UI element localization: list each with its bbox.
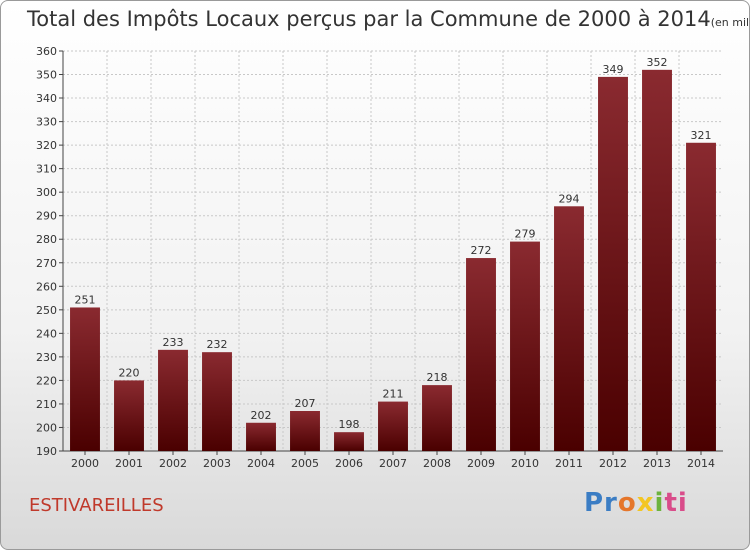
bar-value-label: 207: [295, 397, 316, 410]
bar: [510, 241, 540, 451]
y-tick-label: 320: [36, 139, 57, 152]
x-tick-label: 2012: [599, 457, 627, 470]
bar-value-label: 272: [471, 244, 492, 257]
bar: [290, 411, 320, 451]
proxiti-logo: Proxiti: [584, 488, 688, 518]
logo-part-2: o: [617, 488, 637, 518]
bar-value-label: 349: [603, 63, 624, 76]
bar: [70, 307, 100, 451]
y-tick-label: 330: [36, 116, 57, 129]
y-tick-label: 210: [36, 398, 57, 411]
bar-value-label: 220: [119, 366, 140, 379]
y-tick-label: 190: [36, 445, 57, 458]
y-tick-label: 200: [36, 421, 57, 434]
logo-part-4: i: [654, 488, 665, 518]
bar: [642, 69, 672, 451]
logo-part-5: ti: [664, 488, 688, 518]
x-tick-label: 2000: [71, 457, 99, 470]
y-tick-label: 260: [36, 280, 57, 293]
bar-value-label: 321: [691, 129, 712, 142]
x-tick-label: 2013: [643, 457, 671, 470]
x-tick-label: 2005: [291, 457, 319, 470]
bar: [422, 385, 452, 451]
x-tick-label: 2010: [511, 457, 539, 470]
bar-value-label: 218: [427, 371, 448, 384]
labels: 190 200 210 220 230 240 250 260 270 280 290 300 310 3…: [36, 45, 715, 470]
bar: [598, 76, 628, 451]
x-tick-label: 2008: [423, 457, 451, 470]
bar-value-label: 198: [339, 418, 360, 431]
x-tick-label: 2002: [159, 457, 187, 470]
bar-value-label: 232: [207, 338, 228, 351]
y-tick-label: 350: [36, 69, 57, 82]
bar: [686, 142, 716, 451]
bar-value-label: 202: [251, 409, 272, 422]
bar: [246, 422, 276, 451]
y-tick-label: 360: [36, 45, 57, 58]
bar: [554, 206, 584, 451]
bars: [70, 69, 716, 451]
y-tick-label: 290: [36, 210, 57, 223]
y-tick-label: 240: [36, 327, 57, 340]
y-tick-label: 340: [36, 92, 57, 105]
x-tick-label: 2003: [203, 457, 231, 470]
chart-title-main: Total des Impôts Locaux perçus par la Co…: [27, 7, 711, 31]
bar: [114, 380, 144, 451]
y-tick-label: 230: [36, 351, 57, 364]
logo-part-1: Pr: [584, 488, 618, 518]
y-tick-label: 310: [36, 163, 57, 176]
bar-value-label: 251: [75, 293, 96, 306]
x-tick-label: 2011: [555, 457, 583, 470]
y-tick-label: 250: [36, 304, 57, 317]
bar-value-label: 233: [163, 336, 184, 349]
bar-value-label: 279: [515, 228, 536, 241]
bar-value-label: 211: [383, 388, 404, 401]
logo-part-3: x: [636, 488, 655, 518]
bar: [334, 432, 364, 451]
bar: [202, 352, 232, 451]
bar: [378, 401, 408, 451]
bar-value-label: 352: [647, 56, 668, 69]
y-tick-label: 280: [36, 233, 57, 246]
bar: [466, 258, 496, 451]
x-tick-label: 2006: [335, 457, 363, 470]
x-tick-label: 2007: [379, 457, 407, 470]
commune-name: ESTIVAREILLES: [29, 495, 164, 516]
chart-title: Total des Impôts Locaux perçus par la Co…: [27, 7, 750, 31]
x-tick-label: 2014: [687, 457, 715, 470]
y-tick-label: 220: [36, 374, 57, 387]
x-tick-label: 2004: [247, 457, 275, 470]
y-tick-label: 300: [36, 186, 57, 199]
bar: [158, 349, 188, 451]
chart-unit-note: (en milliers d'€): [710, 16, 750, 29]
y-tick-label: 270: [36, 257, 57, 270]
x-tick-label: 2009: [467, 457, 495, 470]
bar-value-label: 294: [559, 192, 580, 205]
x-tick-label: 2001: [115, 457, 143, 470]
